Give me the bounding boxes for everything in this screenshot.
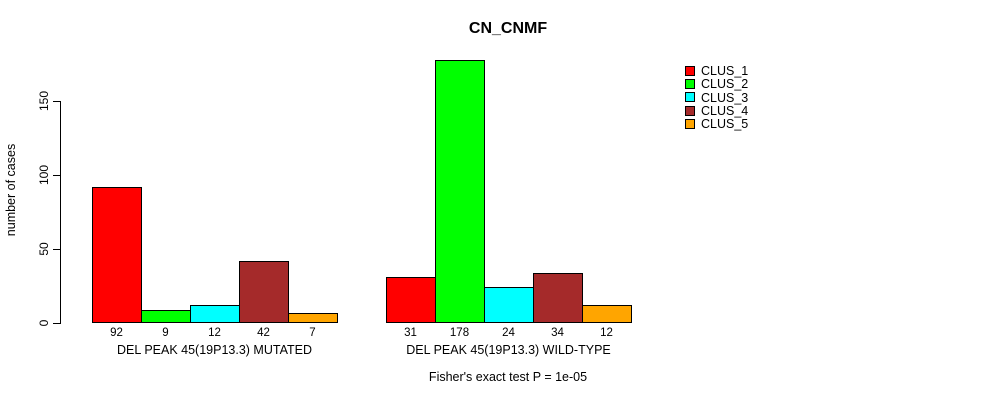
bar-value-label: 34 xyxy=(551,327,564,339)
bar-value-label: 12 xyxy=(600,327,613,339)
bar-clus_2 xyxy=(435,60,485,323)
group-label: DEL PEAK 45(19P13.3) MUTATED xyxy=(117,343,312,357)
legend-row-clus_5: CLUS_5 xyxy=(685,117,749,132)
bar-value-label: 42 xyxy=(257,327,270,339)
bar-value-label: 9 xyxy=(162,327,169,339)
bar-value-label: 178 xyxy=(449,327,470,339)
bar-clus_4 xyxy=(533,273,583,323)
legend-swatch-clus_2 xyxy=(685,79,695,90)
legend-row-clus_3: CLUS_3 xyxy=(685,90,749,105)
bar-clus_1 xyxy=(386,277,436,323)
group-label: DEL PEAK 45(19P13.3) WILD-TYPE xyxy=(406,343,611,357)
bar-value-label: 92 xyxy=(110,327,123,339)
legend-swatch-clus_5 xyxy=(685,119,695,130)
legend-label: CLUS_1 xyxy=(701,63,749,78)
legend-label: CLUS_2 xyxy=(701,77,749,92)
bar-clus_4 xyxy=(239,261,289,323)
legend-label: CLUS_5 xyxy=(701,117,749,132)
y-axis-line xyxy=(60,101,61,324)
bar-value-label: 31 xyxy=(404,327,417,339)
legend-label: CLUS_4 xyxy=(701,103,749,118)
bar-value-label: 7 xyxy=(309,327,316,339)
bar-clus_3 xyxy=(190,305,240,323)
y-axis-label: number of cases xyxy=(4,143,18,237)
bar-clus_3 xyxy=(484,287,534,323)
legend-label: CLUS_3 xyxy=(701,90,749,105)
y-tick xyxy=(53,101,60,102)
y-tick xyxy=(53,323,60,324)
legend-row-clus_1: CLUS_1 xyxy=(685,63,749,78)
fisher-test-annotation: Fisher's exact test P = 1e-05 xyxy=(428,370,588,384)
y-tick-label: 150 xyxy=(37,90,51,112)
bar-clus_5 xyxy=(582,305,632,323)
bar-value-label: 12 xyxy=(208,327,221,339)
chart-title: CN_CNMF xyxy=(468,20,548,37)
bar-clus_2 xyxy=(141,310,191,323)
legend-swatch-clus_4 xyxy=(685,105,695,116)
bar-value-label: 24 xyxy=(502,327,515,339)
bar-clus_5 xyxy=(288,313,338,323)
legend-swatch-clus_1 xyxy=(685,65,695,76)
bar-clus_1 xyxy=(92,187,142,323)
legend-row-clus_4: CLUS_4 xyxy=(685,103,749,118)
legend-swatch-clus_3 xyxy=(685,92,695,103)
y-tick-label: 0 xyxy=(37,319,51,327)
y-tick xyxy=(53,249,60,250)
y-tick-label: 50 xyxy=(37,242,51,256)
y-tick xyxy=(53,175,60,176)
legend-row-clus_2: CLUS_2 xyxy=(685,77,749,92)
y-tick-label: 100 xyxy=(37,164,51,186)
